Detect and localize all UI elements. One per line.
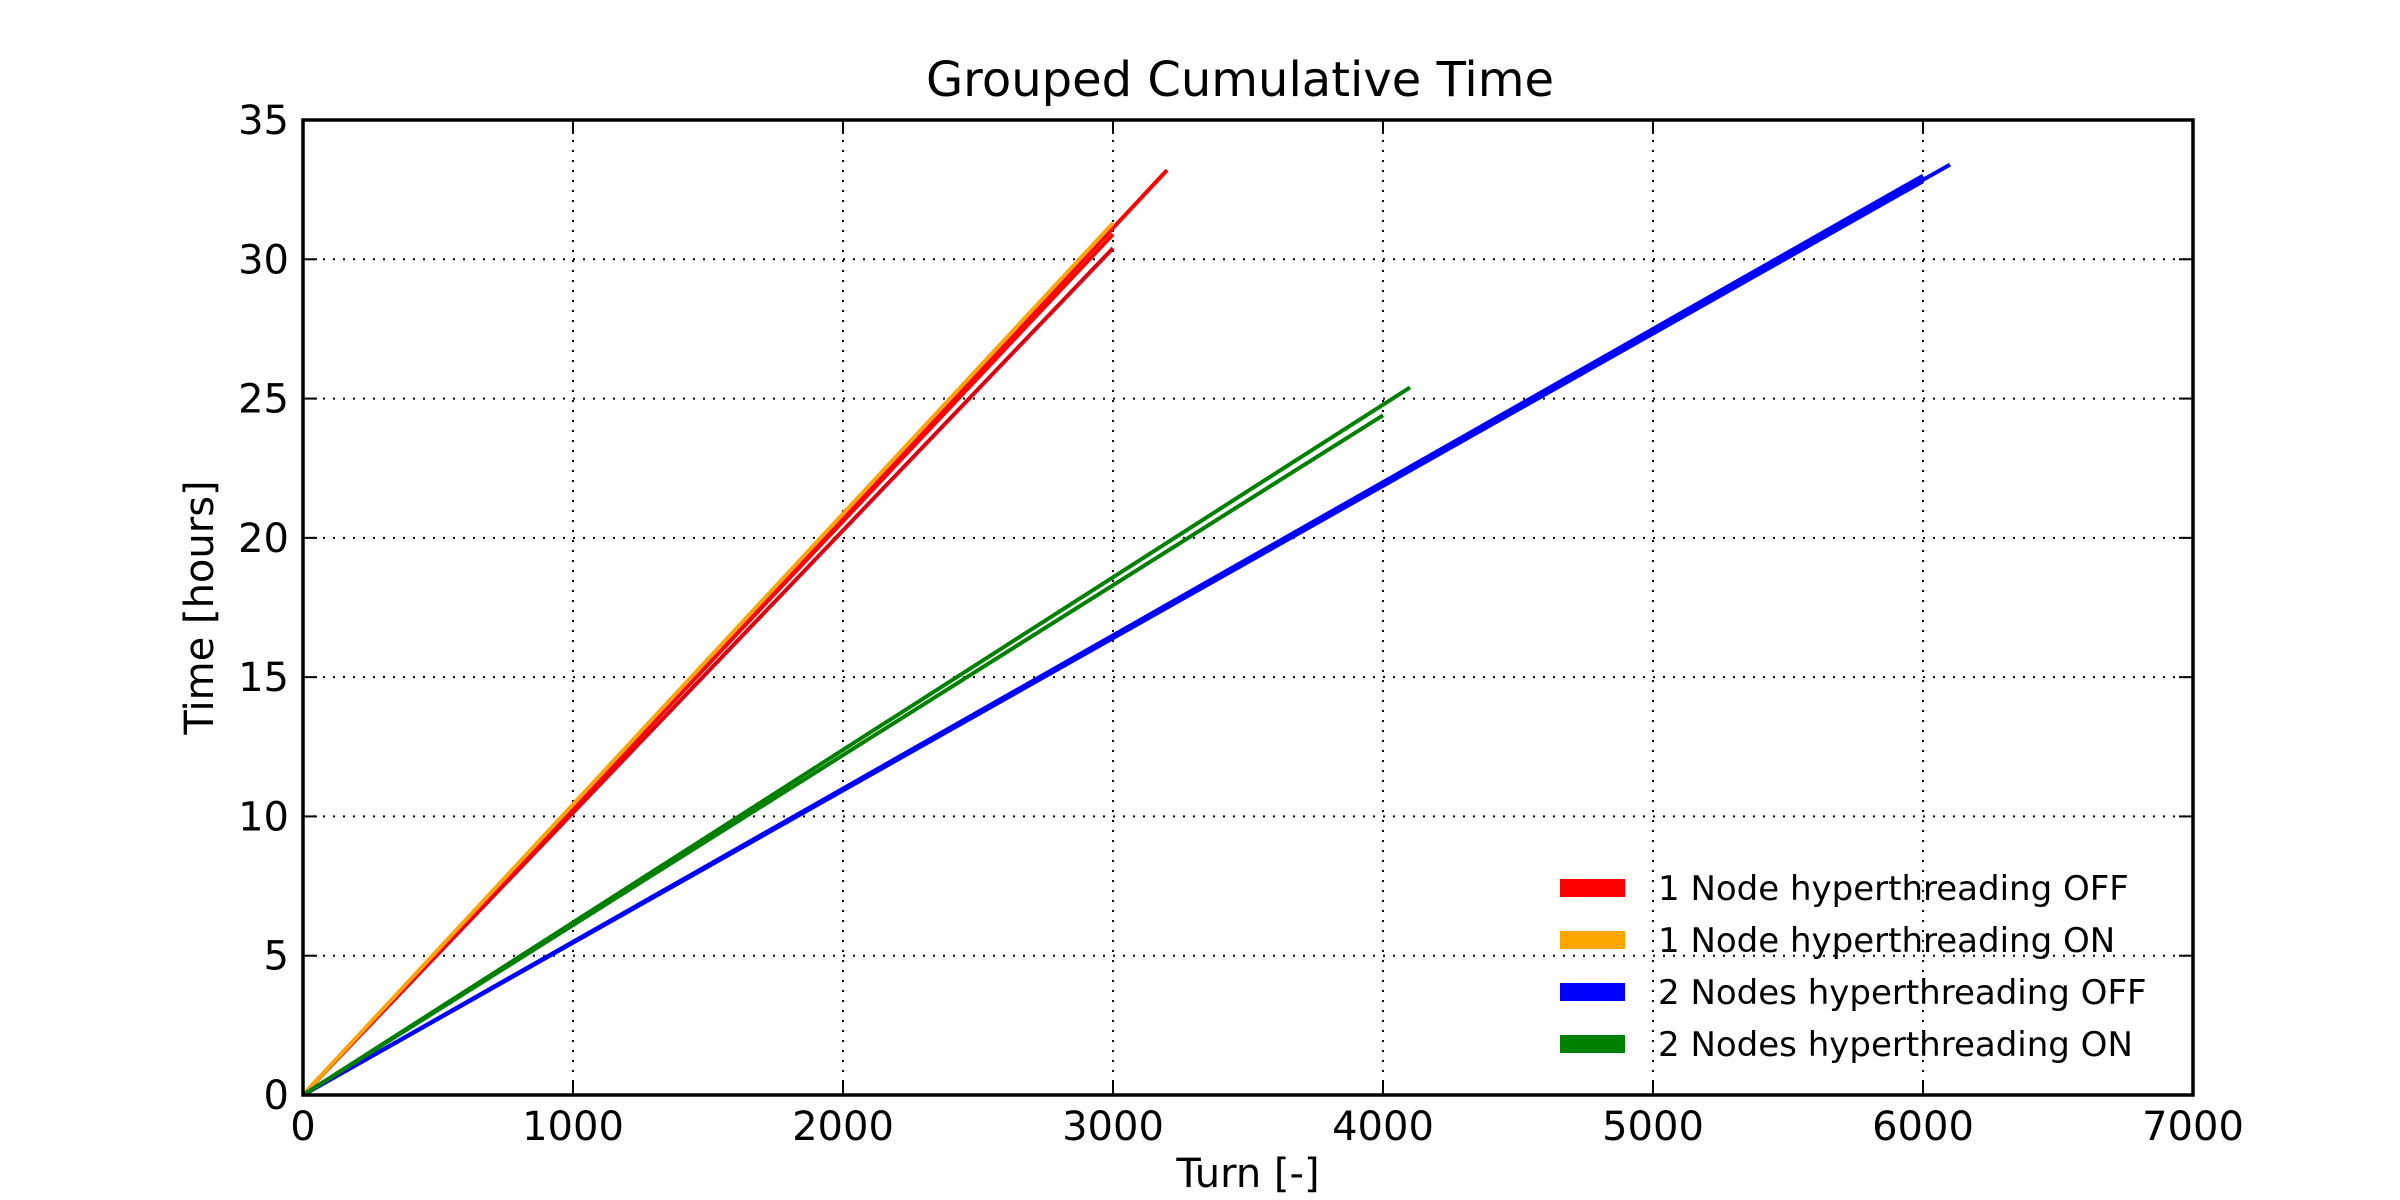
plot-frame [301, 118, 2195, 1097]
y-tick-label: 25 [238, 377, 289, 423]
y-tick-label: 20 [238, 516, 289, 562]
y-tick-label: 35 [238, 98, 289, 144]
legend: 1 Node hyperthreading OFF 1 Node hyperthr… [1560, 869, 2147, 1065]
y-tick-label: 30 [238, 237, 289, 283]
y-axis-label: Time [hours] [177, 480, 223, 735]
series-line [301, 413, 1385, 1097]
x-axis-label: Turn [-] [1175, 1151, 1319, 1197]
x-tick-label: 4000 [1332, 1104, 1434, 1150]
x-tick-label: 0 [290, 1104, 315, 1150]
y-tick-label: 0 [264, 1073, 289, 1119]
legend-label: 1 Node hyperthreading ON [1658, 921, 2115, 961]
y-tick-label: 15 [238, 655, 289, 701]
legend-label: 1 Node hyperthreading OFF [1658, 869, 2129, 909]
series-line [302, 179, 1924, 1097]
axis-ticks: 0 1000 2000 3000 4000 5000 6000 7000 0 5 10 15 20 25 3… [238, 98, 2244, 1150]
x-tick-label: 2000 [792, 1104, 894, 1150]
x-tick-label: 5000 [1602, 1104, 1704, 1150]
x-tick-label: 6000 [1872, 1104, 1974, 1150]
x-tick-label: 1000 [522, 1104, 624, 1150]
chart-title: Grouped Cumulative Time [926, 52, 1554, 108]
plot-lines [301, 162, 1951, 1097]
y-tick-label: 5 [264, 934, 289, 980]
series-line [301, 221, 1115, 1097]
x-tick-label: 3000 [1062, 1104, 1164, 1150]
legend-label: 2 Nodes hyperthreading ON [1658, 1025, 2133, 1065]
y-tick-label: 10 [238, 794, 289, 840]
x-tick-label: 7000 [2142, 1104, 2244, 1150]
legend-label: 2 Nodes hyperthreading OFF [1658, 973, 2147, 1013]
